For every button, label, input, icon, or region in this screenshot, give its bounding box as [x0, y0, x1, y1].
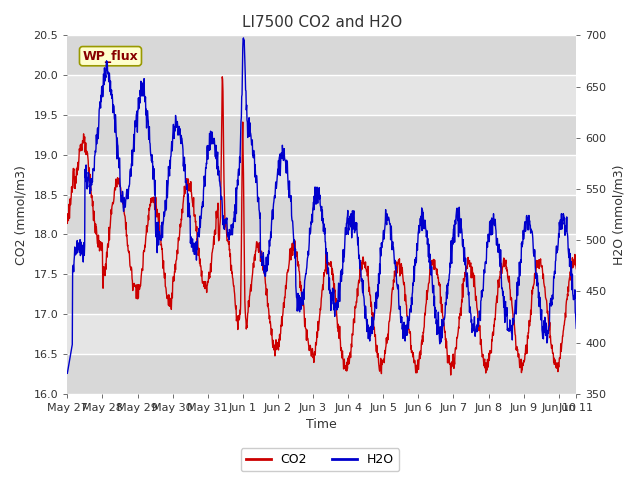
Text: WP_flux: WP_flux [83, 49, 138, 63]
Legend: CO2, H2O: CO2, H2O [241, 448, 399, 471]
Bar [67, 115, 576, 155]
Title: LI7500 CO2 and H2O: LI7500 CO2 and H2O [242, 15, 402, 30]
Bar [67, 195, 576, 235]
Y-axis label: H2O (mmol/m3): H2O (mmol/m3) [612, 164, 625, 265]
Y-axis label: CO2 (mmol/m3): CO2 (mmol/m3) [15, 165, 28, 264]
Bar [67, 275, 576, 314]
Bar [67, 354, 576, 394]
Bar [67, 36, 576, 75]
X-axis label: Time: Time [307, 419, 337, 432]
